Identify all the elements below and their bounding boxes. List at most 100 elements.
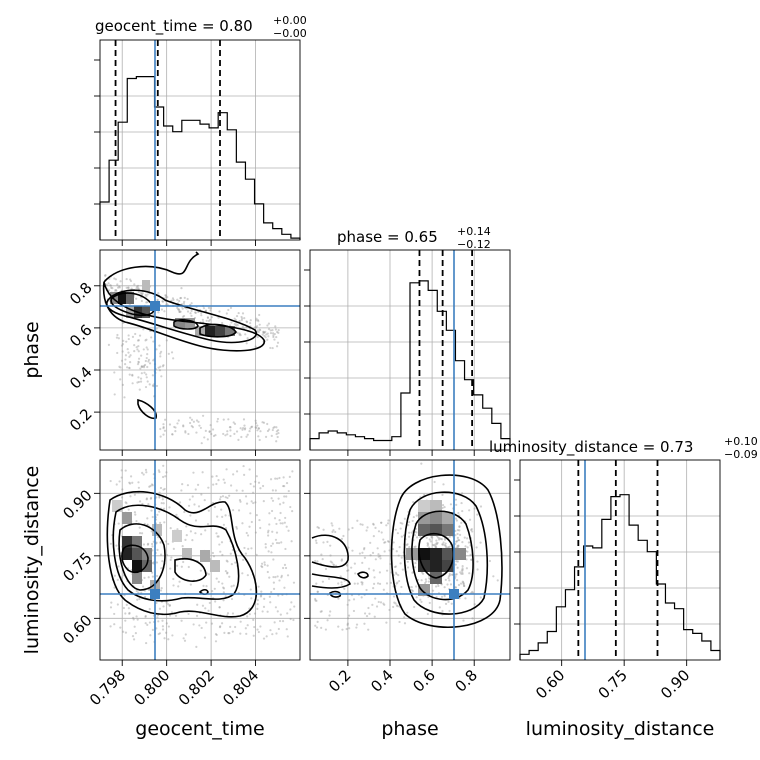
scatter-point — [127, 351, 130, 354]
scatter-point — [329, 554, 332, 557]
scatter-point — [315, 541, 318, 545]
scatter-point — [269, 601, 272, 604]
scatter-point — [190, 424, 193, 428]
scatter-point — [215, 577, 218, 580]
scatter-point — [445, 546, 448, 549]
scatter-point — [266, 332, 269, 335]
scatter-point — [235, 470, 239, 473]
scatter-point — [145, 471, 148, 474]
scatter-point — [278, 476, 281, 480]
scatter-point — [324, 567, 328, 571]
scatter-point — [412, 500, 415, 504]
y-ticks — [514, 479, 520, 625]
scatter-point — [326, 619, 329, 622]
scatter-point — [226, 560, 229, 563]
scatter-point — [145, 498, 148, 501]
scatter-point — [322, 541, 325, 544]
scatter-point — [457, 544, 460, 547]
scatter-point — [440, 595, 444, 598]
scatter-point — [211, 475, 214, 478]
scatter-point — [252, 501, 255, 505]
scatter-point — [284, 547, 287, 551]
scatter-point — [218, 543, 221, 546]
scatter-point — [273, 425, 276, 429]
scatter-point — [277, 541, 281, 545]
scatter-point — [218, 626, 222, 629]
scatter-point — [374, 597, 377, 600]
scatter-point — [226, 572, 229, 575]
scatter-point — [441, 503, 445, 507]
scatter-point — [229, 306, 233, 309]
scatter-point — [109, 542, 113, 545]
scatter-point — [440, 538, 444, 541]
scatter-point — [454, 517, 457, 520]
y-ticks — [94, 59, 257, 246]
scatter-point — [458, 533, 462, 536]
scatter-point — [293, 605, 296, 608]
scatter-point — [438, 606, 441, 609]
scatter-point — [120, 496, 124, 499]
scatter-point — [258, 438, 261, 442]
scatter-point — [186, 297, 189, 301]
scatter-point — [455, 573, 458, 576]
scatter-point — [207, 486, 210, 489]
scatter-point — [415, 585, 418, 588]
scatter-point — [178, 501, 182, 504]
scatter-point — [411, 571, 414, 574]
scatter-point — [109, 284, 112, 287]
scatter-point — [398, 579, 401, 583]
scatter-point — [241, 325, 244, 328]
scatter-point — [217, 535, 220, 538]
scatter-point — [464, 545, 467, 548]
scatter-point — [138, 597, 141, 601]
tick-label: 0.75 — [595, 666, 631, 702]
scatter-point — [122, 606, 126, 610]
scatter-point — [406, 566, 410, 569]
scatter-point — [415, 531, 418, 534]
scatter-point — [137, 481, 140, 484]
scatter-point — [167, 625, 170, 628]
scatter-point — [340, 581, 343, 584]
scatter-point — [160, 567, 163, 570]
scatter-point — [127, 337, 130, 341]
scatter-point — [337, 597, 340, 600]
scatter-point — [394, 571, 398, 574]
scatter-point — [167, 638, 170, 641]
scatter-point — [160, 308, 164, 311]
scatter-point — [460, 521, 463, 524]
scatter-point — [259, 595, 263, 598]
scatter-point — [455, 540, 459, 543]
scatter-point — [161, 300, 165, 303]
scatter-point — [155, 601, 158, 605]
scatter-point — [194, 311, 197, 314]
scatter-point — [387, 519, 390, 522]
scatter-point — [463, 584, 466, 588]
scatter-point — [155, 348, 158, 351]
scatter-point — [230, 321, 233, 324]
scatter-point — [449, 583, 453, 586]
scatter-point — [156, 536, 160, 539]
scatter-point — [235, 323, 238, 326]
scatter-point — [435, 542, 438, 545]
scatter-point — [246, 615, 249, 618]
scatter-point — [272, 581, 275, 584]
scatter-point — [136, 618, 139, 621]
scatter-point — [161, 625, 165, 628]
scatter-point — [187, 432, 190, 436]
scatter-point — [182, 302, 185, 305]
scatter-point — [271, 499, 275, 502]
scatter-point — [446, 583, 449, 586]
scatter-point — [382, 538, 385, 541]
scatter-point — [254, 325, 257, 329]
scatter-point — [289, 505, 292, 509]
scatter-point — [457, 545, 460, 548]
scatter-point — [183, 639, 187, 642]
scatter-point — [255, 514, 258, 517]
scatter-point — [267, 550, 270, 553]
scatter-point — [227, 308, 230, 312]
scatter-point — [444, 578, 447, 581]
scatter-point — [145, 497, 149, 500]
scatter-point — [389, 581, 393, 584]
scatter-point — [239, 620, 242, 623]
y-ticks — [304, 269, 475, 456]
